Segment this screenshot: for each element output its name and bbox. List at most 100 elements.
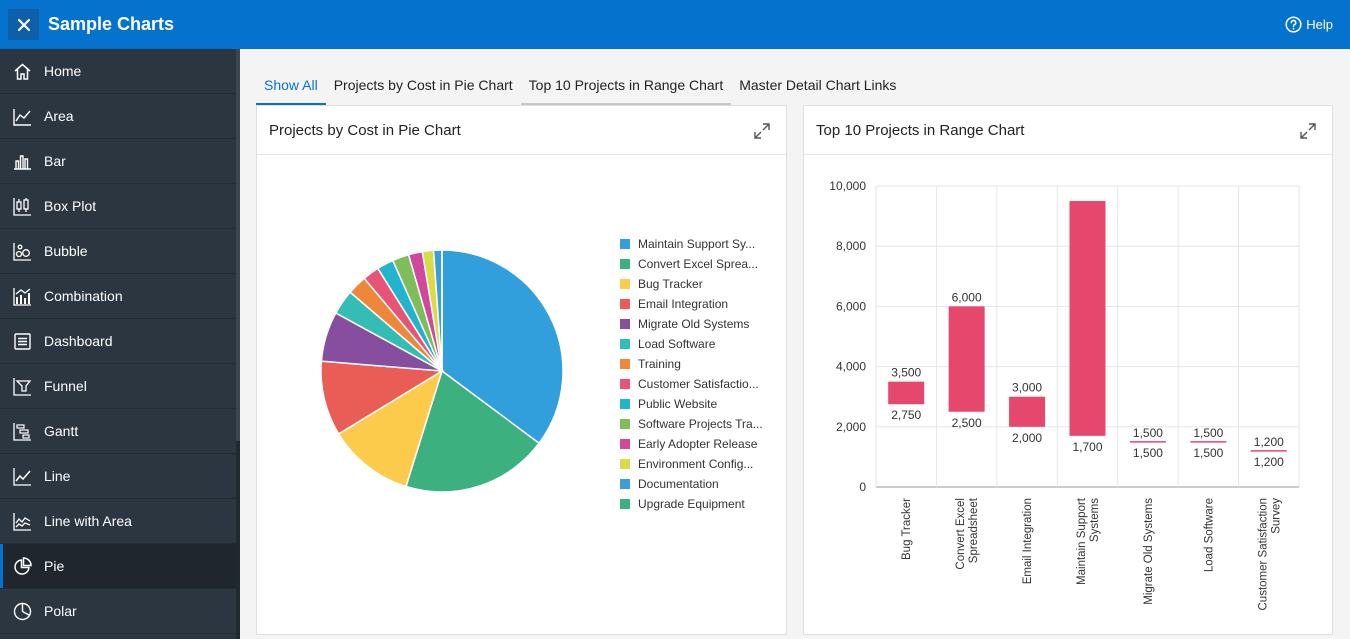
legend-label: Customer Satisfactio...	[638, 377, 759, 391]
tab-top-10-projects-in-range-chart[interactable]: Top 10 Projects in Range Chart	[520, 77, 732, 105]
tab-show-all[interactable]: Show All	[256, 77, 326, 105]
range-bar[interactable]	[1009, 396, 1046, 427]
x-tick-label: Maintain Support Systems	[1076, 497, 1101, 585]
app-header: Sample Charts Help	[0, 0, 1350, 49]
home-icon	[14, 63, 31, 80]
help-label: Help	[1306, 17, 1333, 32]
legend-label: Software Projects Tra...	[638, 417, 763, 431]
data-label-low: 2,750	[891, 408, 921, 422]
pie-slice[interactable]	[405, 369, 541, 493]
legend-item[interactable]: Customer Satisfactio...	[620, 374, 763, 394]
sidebar-item-combination[interactable]: Combination	[0, 274, 236, 319]
sidebar-item-area[interactable]: Area	[0, 94, 236, 139]
card-divider	[804, 154, 1332, 155]
x-tick-label: Load Software	[1203, 498, 1215, 572]
legend-swatch	[620, 499, 630, 509]
data-label-high: 1,500	[1133, 426, 1163, 440]
data-label-high: 6,000	[952, 290, 982, 304]
legend-label: Migrate Old Systems	[638, 317, 750, 331]
sidebar-item-home[interactable]: Home	[0, 49, 236, 94]
y-tick-label: 2,000	[836, 420, 866, 434]
x-tick-label-line: Convert Excel	[955, 498, 967, 570]
sidebar-item-pie[interactable]: Pie	[0, 544, 236, 589]
y-tick-label: 8,000	[836, 239, 866, 253]
gantt-icon	[13, 422, 31, 441]
sidebar-item-label: Line	[44, 468, 71, 484]
sidebar-item-box-plot[interactable]: Box Plot	[0, 184, 236, 229]
combination-chart-icon	[13, 287, 31, 306]
sidebar-item-dashboard[interactable]: Dashboard	[0, 319, 236, 364]
pie-slice[interactable]	[320, 360, 445, 435]
legend-item[interactable]: Software Projects Tra...	[620, 414, 763, 434]
sidebar: Home Area Bar Box Plot Bubble Combination Dash…	[0, 49, 240, 639]
close-button[interactable]	[8, 9, 39, 40]
sidebar-item-polar[interactable]: Polar	[0, 589, 236, 634]
sidebar-item-bar[interactable]: Bar	[0, 139, 236, 184]
data-label-low: 2,500	[952, 416, 982, 430]
data-label-high: 3,000	[1012, 381, 1042, 395]
help-link[interactable]: Help	[1285, 16, 1333, 33]
legend-label: Convert Excel Sprea...	[638, 257, 759, 271]
legend-item[interactable]: Environment Config...	[620, 454, 763, 474]
legend-label: Bug Tracker	[638, 277, 703, 291]
x-tick-label-line: Load Software	[1203, 498, 1215, 572]
data-label-low: 1,700	[1072, 440, 1102, 454]
sidebar-item-label: Area	[44, 108, 74, 124]
pie-slice[interactable]	[337, 369, 444, 488]
legend-item[interactable]: Load Software	[620, 334, 763, 354]
tab-projects-by-cost-in-pie-chart[interactable]: Projects by Cost in Pie Chart	[333, 77, 513, 93]
legend-item[interactable]: Migrate Old Systems	[620, 314, 763, 334]
line-area-chart-icon	[13, 512, 31, 531]
legend-swatch	[620, 239, 630, 249]
legend-item[interactable]: Early Adopter Release	[620, 434, 763, 454]
tab-master-detail-chart-links[interactable]: Master Detail Chart Links	[739, 77, 897, 93]
legend-item[interactable]: Public Website	[620, 394, 763, 414]
range-bar[interactable]	[948, 306, 985, 412]
sidebar-scrollbar-thumb[interactable]	[236, 49, 240, 441]
sidebar-item-bubble[interactable]: Bubble	[0, 229, 236, 274]
bar-chart-icon	[14, 154, 31, 170]
data-label-high: 3,500	[891, 366, 921, 380]
sidebar-item-label: Polar	[44, 603, 77, 619]
sidebar-item-label: Funnel	[44, 378, 87, 394]
sidebar-item-label: Bubble	[44, 243, 88, 259]
sidebar-item-label: Bar	[44, 153, 66, 169]
pie-slice[interactable]	[441, 249, 564, 445]
legend-label: Early Adopter Release	[638, 437, 758, 451]
range-bar[interactable]	[888, 381, 925, 405]
data-label-high: 1,200	[1254, 435, 1284, 449]
range-bar[interactable]	[1069, 201, 1106, 436]
expand-icon[interactable]	[1299, 122, 1317, 140]
sidebar-item-line[interactable]: Line	[0, 454, 236, 499]
legend-item[interactable]: Documentation	[620, 474, 763, 494]
y-tick-label: 4,000	[836, 360, 866, 374]
legend-item[interactable]: Bug Tracker	[620, 274, 763, 294]
sidebar-item-label: Home	[44, 63, 82, 79]
x-tick-label-line: Systems	[1089, 498, 1101, 542]
sidebar-item-label: Gantt	[44, 423, 79, 439]
sidebar-item-line-with-area[interactable]: Line with Area	[0, 499, 236, 544]
legend-item[interactable]: Email Integration	[620, 294, 763, 314]
legend-item[interactable]: Upgrade Equipment	[620, 494, 763, 514]
pie-legend: Maintain Support Sy... Convert Excel Spre…	[620, 234, 763, 514]
sidebar-item-funnel[interactable]: Funnel	[0, 364, 236, 409]
range-chart: 0 2,000 4,000 6,000 8,000 10,000 3,500 2,750 Bug…	[829, 179, 1300, 611]
x-tick-label-line: Bug Tracker	[901, 498, 913, 560]
x-tick-label: Bug Tracker	[901, 498, 913, 560]
funnel-icon	[13, 377, 32, 396]
legend-item[interactable]: Maintain Support Sy...	[620, 234, 763, 254]
legend-swatch	[620, 379, 630, 389]
legend-label: Email Integration	[638, 297, 729, 311]
legend-item[interactable]: Convert Excel Sprea...	[620, 254, 763, 274]
help-icon	[1285, 16, 1302, 33]
x-tick-label: Migrate Old Systems	[1143, 498, 1155, 605]
x-tick-label: Email Integration	[1022, 498, 1034, 584]
legend-swatch	[620, 399, 630, 409]
legend-swatch	[620, 259, 630, 269]
x-tick-label-line: Migrate Old Systems	[1143, 498, 1155, 605]
legend-label: Training	[638, 357, 681, 371]
legend-item[interactable]: Training	[620, 354, 763, 374]
sidebar-item-gantt[interactable]: Gantt	[0, 409, 236, 454]
expand-icon[interactable]	[753, 122, 771, 140]
x-tick-label: Customer Satisfaction Survey	[1257, 498, 1282, 611]
